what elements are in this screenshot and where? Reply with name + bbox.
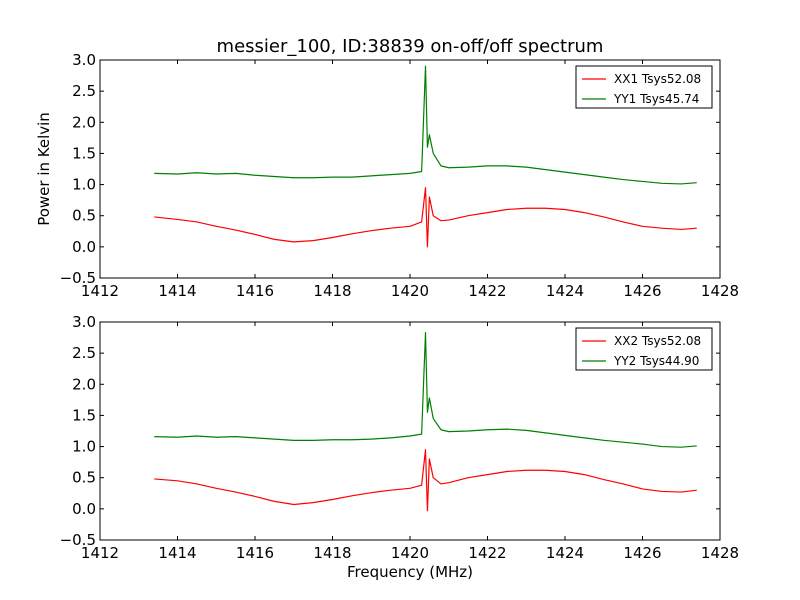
- y-tick-label: 0.0: [72, 500, 96, 518]
- x-tick-label: 1414: [158, 544, 196, 562]
- x-tick-label: 1422: [468, 544, 506, 562]
- series-line-1-1: [154, 187, 697, 248]
- y-tick-label: 1.5: [72, 406, 96, 424]
- series-line-1-2: [154, 65, 697, 185]
- x-tick-label: 1412: [81, 282, 119, 300]
- y-tick-label: 0.5: [72, 469, 96, 487]
- y-tick-label: 3.0: [72, 313, 96, 331]
- x-tick-label: 1416: [236, 282, 274, 300]
- x-tick-label: 1424: [546, 544, 584, 562]
- legend-box: [575, 327, 713, 371]
- x-tick-label: 1422: [468, 282, 506, 300]
- y-axis-label: Power in Kelvin: [35, 112, 53, 226]
- x-tick-label: 1420: [391, 282, 429, 300]
- legend-2: XX2 Tsys52.08 YY2 Tsys44.90: [575, 327, 713, 371]
- y-tick-label: 1.0: [72, 176, 96, 194]
- y-tick-label: 0.0: [72, 238, 96, 256]
- legend-label: YY1 Tsys45.74: [613, 92, 699, 106]
- legend-label: XX2 Tsys52.08: [614, 334, 701, 348]
- x-tick-label: 1428: [701, 282, 739, 300]
- panel-1: 1412 1414 1416 1418 1420 1422 1424 1426 1428 −0.5…: [60, 51, 740, 300]
- panel-2: 1412 1414 1416 1418 1420 1422 1424 1426 1428 −0.5…: [60, 313, 740, 562]
- y-tick-label: 3.0: [72, 51, 96, 69]
- legend-box: [575, 65, 713, 109]
- x-tick-label: 1418: [313, 544, 351, 562]
- y-tick-label: 2.5: [72, 344, 96, 362]
- x-tick-label: 1418: [313, 282, 351, 300]
- legend-label: YY2 Tsys44.90: [613, 354, 699, 368]
- x-tick-label: 1414: [158, 282, 196, 300]
- x-tick-label: 1428: [701, 544, 739, 562]
- y-tick-label: 2.0: [72, 113, 96, 131]
- legend-1: XX1 Tsys52.08 YY1 Tsys45.74: [575, 65, 713, 109]
- x-tick-label: 1412: [81, 544, 119, 562]
- x-tick-label: 1426: [623, 544, 661, 562]
- y-tick-label: 1.0: [72, 438, 96, 456]
- series-line-2-2: [154, 331, 697, 448]
- x-tick-label: 1424: [546, 282, 584, 300]
- y-tick-label: −0.5: [60, 269, 96, 287]
- series-line-2-1: [154, 449, 697, 512]
- figure-title: messier_100, ID:38839 on-off/off spectru…: [217, 36, 604, 57]
- y-tick-label: 2.5: [72, 82, 96, 100]
- y-tick-label: 1.5: [72, 144, 96, 162]
- legend-label: XX1 Tsys52.08: [614, 72, 701, 86]
- x-tick-label: 1416: [236, 544, 274, 562]
- y-tick-label: 2.0: [72, 375, 96, 393]
- x-tick-label: 1426: [623, 282, 661, 300]
- x-tick-label: 1420: [391, 544, 429, 562]
- x-axis-label: Frequency (MHz): [347, 563, 473, 581]
- y-tick-label: 0.5: [72, 207, 96, 225]
- y-tick-label: −0.5: [60, 531, 96, 549]
